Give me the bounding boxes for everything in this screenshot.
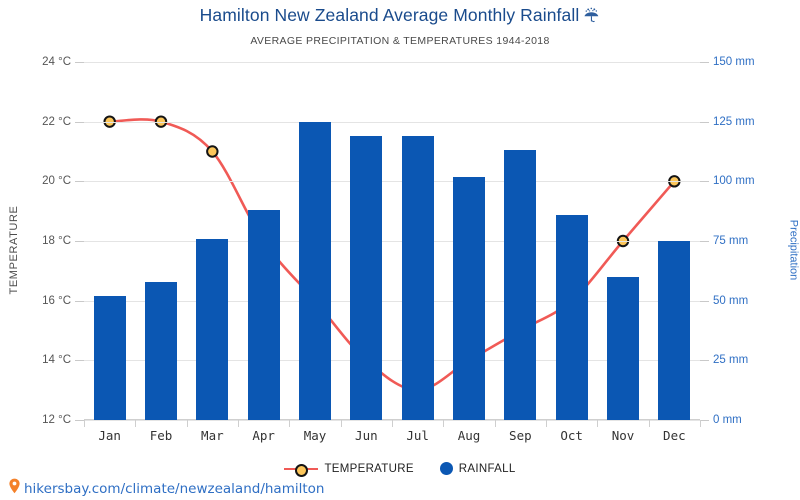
right-axis-tick: [700, 360, 709, 362]
x-axis-tick: [494, 420, 496, 427]
left-axis-tick: [75, 360, 84, 362]
x-axis-label: Sep: [509, 428, 532, 443]
left-axis-label: 20 °C: [42, 175, 71, 188]
x-axis-tick: [597, 420, 599, 427]
gridline: [84, 181, 700, 183]
right-axis-label: 0 mm: [713, 414, 742, 426]
rainfall-bar[interactable]: [658, 241, 691, 420]
right-axis-tick: [700, 62, 709, 63]
x-axis-label: Nov: [611, 428, 635, 443]
x-axis-tick: [186, 420, 188, 427]
left-axis-tick: [75, 300, 84, 302]
left-axis-tick: [75, 181, 84, 183]
left-axis-title: TEMPERATURE: [8, 205, 20, 295]
left-axis-tick: [75, 420, 84, 421]
gridline: [84, 241, 700, 242]
left-axis-label: 18 °C: [42, 235, 71, 247]
right-axis-tick: [700, 121, 709, 123]
left-axis-label: 22 °C: [42, 115, 71, 128]
left-axis-label: 14 °C: [42, 354, 71, 367]
rainfall-bar[interactable]: [453, 176, 485, 420]
chart-legend: TEMPERATURE RAINFALL: [0, 462, 800, 477]
x-axis-tick: [392, 420, 393, 427]
rainfall-bar[interactable]: [607, 276, 639, 420]
left-axis-label: 24 °C: [42, 56, 71, 68]
rainfall-bar[interactable]: [93, 295, 126, 420]
line-marker-icon: [284, 463, 319, 477]
left-axis-tick: [75, 121, 84, 123]
source-footer[interactable]: hikersbay.com/climate/newzealand/hamilto…: [8, 478, 324, 499]
x-axis-label: Jun: [355, 428, 378, 443]
gridline: [84, 62, 700, 63]
rainfall-bar[interactable]: [299, 121, 331, 420]
rain-cloud-icon: [583, 7, 600, 29]
x-axis-tick: [289, 420, 291, 427]
x-axis-label: May: [303, 428, 327, 443]
x-axis-tick: [700, 420, 701, 427]
right-axis-tick: [700, 241, 709, 242]
x-axis-tick: [135, 420, 137, 427]
plot-area: Jan 22 °CFeb 22 °CMar 21 °CApr 18 °CMay …: [42, 56, 755, 427]
x-axis-label: Jan: [98, 428, 121, 443]
right-axis-tick: [700, 181, 709, 183]
rainfall-bar[interactable]: [247, 209, 280, 420]
right-axis-tick: [700, 300, 709, 302]
right-axis-label: 125 mm: [713, 115, 755, 128]
x-axis-label: Feb: [149, 428, 173, 443]
right-axis-title: Precipitation: [788, 219, 800, 281]
legend-label-rainfall: RAINFALL: [458, 462, 516, 475]
x-axis-label: Aug: [457, 428, 481, 443]
x-axis-tick: [340, 420, 342, 427]
left-axis-tick: [75, 241, 84, 242]
location-pin-icon: [8, 478, 21, 499]
right-axis-label: 100 mm: [713, 175, 755, 188]
rainfall-bar[interactable]: [401, 136, 434, 420]
right-axis-tick: [700, 420, 709, 421]
right-axis-label: 75 mm: [713, 235, 749, 247]
x-axis-tick: [443, 420, 445, 427]
legend-label-temperature: TEMPERATURE: [324, 462, 414, 475]
left-axis-tick: [75, 62, 84, 63]
x-axis-label: Oct: [560, 428, 583, 443]
right-axis-label: 50 mm: [713, 294, 749, 307]
x-axis-label: Jul: [406, 428, 429, 443]
gridline: [84, 360, 700, 362]
left-axis-label: 16 °C: [42, 294, 71, 307]
right-axis-label: 25 mm: [713, 354, 749, 367]
chart-title-text: Hamilton New Zealand Average Monthly Rai…: [199, 5, 580, 25]
x-axis-label: Dec: [663, 428, 686, 443]
rainfall-bar[interactable]: [350, 136, 383, 420]
right-axis-label: 150 mm: [713, 56, 755, 68]
gridline: [84, 300, 700, 302]
x-axis-tick: [546, 420, 547, 427]
left-axis-label: 12 °C: [42, 414, 71, 426]
temperature-marker[interactable]: Mar 21 °C: [206, 145, 219, 158]
legend-item-rainfall[interactable]: RAINFALL: [439, 462, 516, 475]
source-link-text[interactable]: hikersbay.com/climate/newzealand/hamilto…: [24, 480, 325, 497]
legend-item-temperature[interactable]: TEMPERATURE: [284, 462, 414, 477]
x-axis-tick: [84, 420, 85, 427]
chart-subtitle: AVERAGE PRECIPITATION & TEMPERATURES 194…: [250, 35, 550, 47]
x-axis-tick: [648, 420, 650, 427]
rainfall-bar[interactable]: [196, 238, 229, 420]
x-axis-label: Mar: [201, 428, 224, 443]
gridline: [84, 121, 700, 123]
rainfall-bar[interactable]: [145, 281, 177, 420]
x-axis-label: Apr: [252, 428, 275, 443]
x-axis-tick: [238, 420, 239, 427]
x-axis-line: [84, 419, 700, 420]
rainfall-bar[interactable]: [504, 150, 537, 420]
rainfall-bar[interactable]: [555, 214, 588, 420]
filled-circle-icon: [439, 462, 453, 475]
temperature-line: [109, 118, 676, 392]
chart-title: Hamilton New Zealand Average Monthly Rai…: [0, 5, 800, 29]
